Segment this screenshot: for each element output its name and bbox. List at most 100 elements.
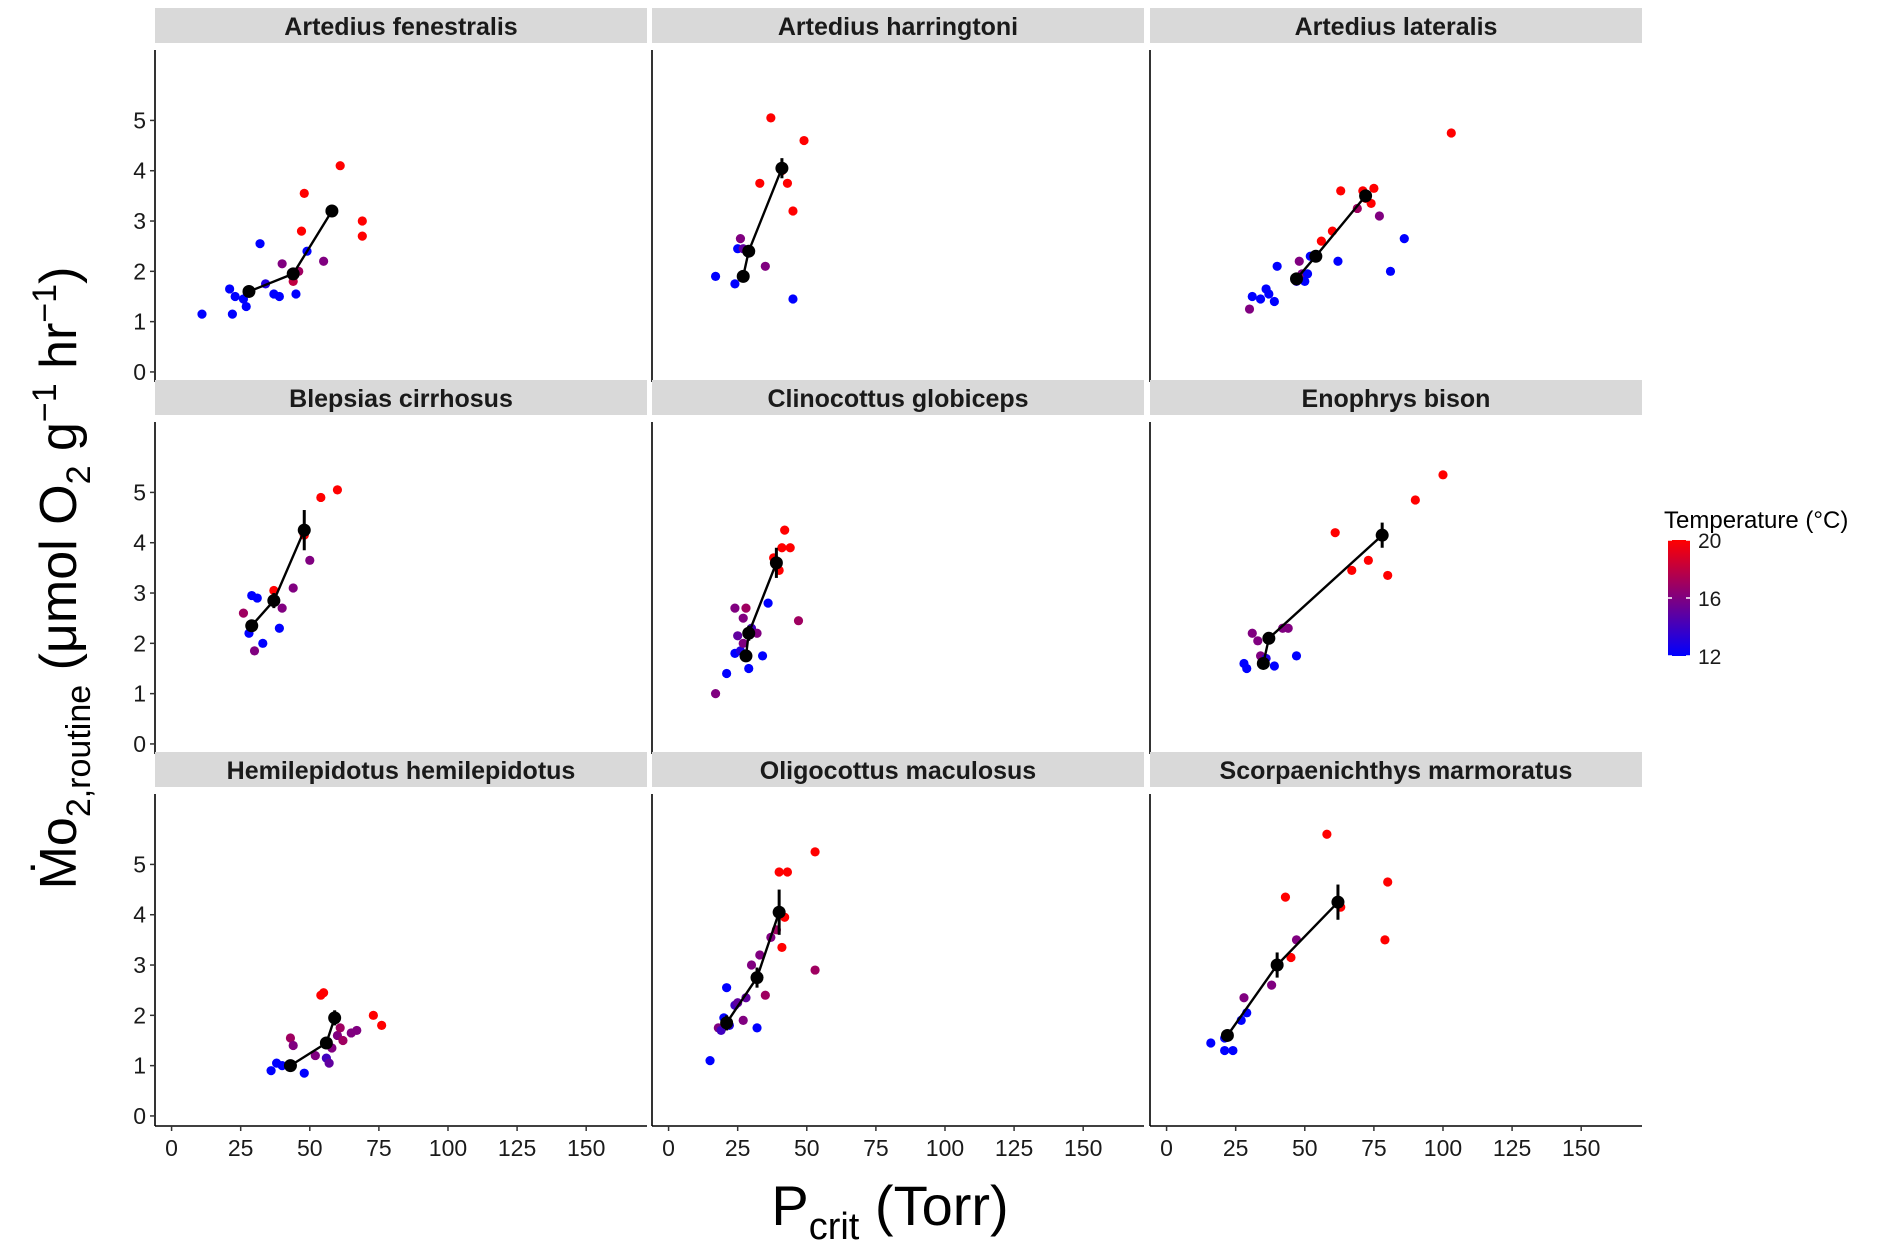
mean-point — [1309, 249, 1323, 263]
data-point — [1294, 256, 1304, 266]
legend-tick-label: 12 — [1698, 646, 1721, 669]
data-point — [763, 598, 773, 608]
data-point — [277, 259, 287, 269]
x-tick-label: 50 — [794, 1135, 820, 1161]
data-point — [357, 231, 367, 241]
data-point — [1316, 236, 1326, 246]
x-axis-title-unit: (Torr) — [859, 1174, 1008, 1237]
mean-point — [772, 905, 786, 919]
y-axis-title-unit-pre: (μmol O — [30, 484, 88, 684]
mean-point — [775, 161, 789, 175]
data-point — [299, 188, 309, 198]
x-tick-label: 100 — [926, 1135, 964, 1161]
y-axis-title-unit-mid: g — [30, 422, 88, 465]
y-tick-label: 5 — [133, 479, 146, 505]
strip-oligocottus-maculosus — [652, 752, 1144, 787]
data-point — [735, 234, 746, 244]
y-tick-label: 0 — [133, 731, 146, 757]
data-point — [1220, 1045, 1230, 1056]
data-point — [316, 492, 326, 503]
data-point — [1374, 211, 1385, 221]
strip-artedius-lateralis — [1150, 8, 1642, 43]
data-point — [774, 867, 784, 877]
panel-artedius-fenestralis: Artedius fenestralis 0 1 2 3 4 5 — [133, 8, 647, 385]
data-point — [266, 1066, 276, 1076]
mean-point — [267, 594, 281, 608]
data-point — [288, 583, 298, 593]
data-point — [1410, 495, 1420, 505]
mean-point — [245, 619, 259, 633]
x-tick-label: 75 — [366, 1135, 392, 1161]
y-tick-label: 4 — [133, 530, 146, 556]
facet-panels: Artedius fenestralis 0 1 2 3 4 5 Artedius harri… — [133, 8, 1642, 1161]
data-point — [285, 1033, 296, 1043]
mean-point — [1331, 895, 1345, 909]
mean-point — [750, 971, 764, 985]
data-point — [324, 1058, 334, 1068]
data-point — [722, 983, 732, 993]
data-point — [1253, 636, 1263, 646]
legend-tick-label: 20 — [1698, 530, 1721, 553]
panel-enophrys-bison: Enophrys bison — [1149, 380, 1642, 754]
strip-title: Hemilepidotus hemilepidotus — [227, 757, 576, 785]
data-point — [744, 663, 754, 674]
y-tick-label: 5 — [133, 851, 146, 877]
data-point — [1383, 570, 1393, 581]
data-point — [1247, 628, 1257, 638]
data-point — [1380, 935, 1390, 945]
data-point — [299, 1068, 309, 1078]
strip-blepsias-cirrhosus — [155, 380, 647, 415]
data-point — [1330, 528, 1340, 538]
strip-clinocottus-globiceps — [652, 380, 1144, 415]
mean-point — [242, 284, 256, 298]
x-tick-label: 50 — [1292, 1135, 1318, 1161]
mean-trend-line — [1295, 195, 1367, 280]
y-axis-title-unit-mid2: hr — [30, 323, 88, 384]
data-point — [741, 603, 751, 613]
data-point — [733, 631, 743, 641]
y-tick-label: 4 — [133, 158, 146, 184]
mean-point — [742, 244, 756, 258]
data-point — [1280, 892, 1291, 902]
data-point — [738, 613, 748, 623]
x-tick-label: 125 — [1493, 1135, 1531, 1161]
panel-blepsias-cirrhosus: Blepsias cirrhosus 0 1 2 3 4 5 — [133, 380, 647, 757]
data-point — [782, 867, 793, 877]
data-point — [1272, 261, 1282, 271]
data-point — [1283, 623, 1293, 633]
mean-point — [319, 1036, 333, 1050]
y-tick-label: 2 — [133, 630, 146, 656]
legend-title: Temperature (°C) — [1664, 507, 1848, 534]
y-axis-title-main: Ṁo — [30, 817, 88, 889]
data-point — [793, 616, 804, 626]
x-axis-title-main: P — [771, 1174, 808, 1237]
strip-title: Scorpaenichthys marmoratus — [1220, 757, 1573, 785]
data-point — [1385, 266, 1396, 276]
data-point — [1347, 565, 1357, 575]
x-tick-label: 125 — [498, 1135, 536, 1161]
strip-scorpaenichthys-marmoratus — [1150, 752, 1642, 787]
mean-trend-line — [744, 562, 778, 657]
data-point — [799, 135, 809, 146]
strip-title: Artedius fenestralis — [284, 13, 517, 41]
data-point — [810, 965, 820, 975]
y-axis-title-sup1: −1 — [26, 383, 64, 422]
data-point — [332, 485, 343, 495]
mean-trend-line — [1262, 534, 1384, 664]
strip-hemilepidotus-hemilepidotus — [155, 752, 647, 787]
data-point — [1242, 663, 1252, 674]
y-tick-label: 2 — [133, 1002, 146, 1028]
x-tick-label: 50 — [297, 1135, 323, 1161]
x-tick-label: 100 — [1424, 1135, 1462, 1161]
y-axis-title-unit-end: ) — [30, 267, 88, 284]
y-tick-label: 3 — [133, 952, 146, 978]
data-point — [291, 289, 301, 299]
data-point — [296, 226, 307, 236]
data-point — [277, 603, 287, 613]
data-point — [730, 279, 740, 289]
data-point — [722, 668, 732, 679]
data-point — [1336, 186, 1346, 196]
x-tick-label: 0 — [165, 1135, 178, 1161]
data-point — [780, 525, 790, 535]
y-tick-label: 1 — [133, 681, 146, 707]
